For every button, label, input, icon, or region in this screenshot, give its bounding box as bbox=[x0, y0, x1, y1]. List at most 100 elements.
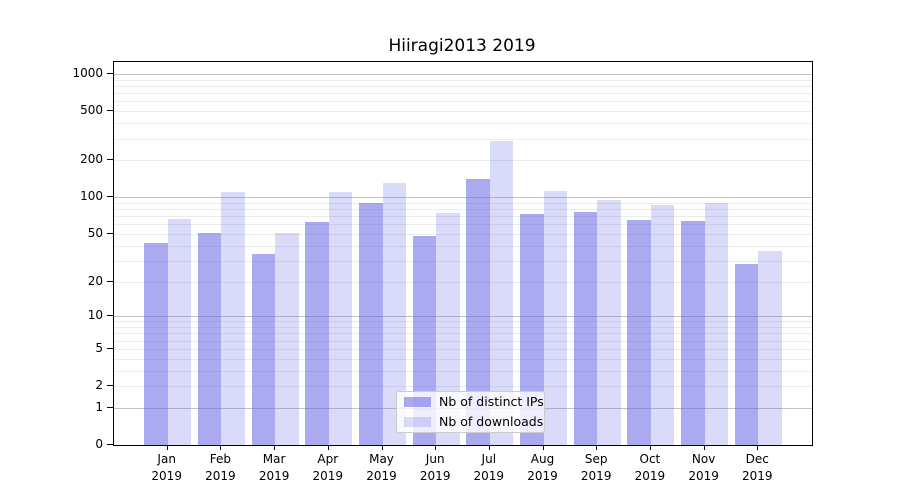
x-tick-mark bbox=[596, 445, 598, 450]
legend-row-downloads: Nb of downloads bbox=[404, 412, 544, 432]
gridline-minor bbox=[114, 160, 812, 162]
bar-nb-of-distinct-ips-mar-2019 bbox=[251, 254, 276, 445]
bar-nb-of-downloads-may-2019 bbox=[382, 183, 406, 445]
x-tick-label: Oct 2019 bbox=[634, 452, 666, 483]
x-tick-label: Sep 2019 bbox=[580, 452, 612, 483]
gridline-minor bbox=[114, 85, 812, 87]
y-tick-label: 5 bbox=[95, 340, 103, 355]
gridline-minor bbox=[114, 123, 812, 125]
gridline-minor bbox=[114, 340, 812, 342]
bar-nb-of-downloads-feb-2019 bbox=[221, 192, 245, 445]
gridline-minor bbox=[114, 216, 812, 218]
bar-nb-of-distinct-ips-jan-2019 bbox=[144, 243, 168, 445]
x-tick-mark bbox=[542, 445, 544, 450]
gridline-minor bbox=[114, 370, 812, 372]
gridline-minor bbox=[114, 245, 812, 247]
gridline-minor bbox=[114, 321, 812, 323]
x-tick-mark bbox=[435, 445, 437, 450]
bar-nb-of-distinct-ips-aug-2019 bbox=[520, 213, 544, 445]
bar-nb-of-downloads-sep-2019 bbox=[597, 200, 621, 445]
y-tick-label: 500 bbox=[80, 103, 103, 118]
y-tick-mark bbox=[107, 315, 113, 317]
bar-nb-of-downloads-apr-2019 bbox=[328, 192, 353, 445]
x-tick-mark bbox=[327, 445, 329, 450]
x-tick-label: Nov 2019 bbox=[688, 452, 719, 483]
bar-nb-of-distinct-ips-nov-2019 bbox=[681, 220, 705, 445]
gridline-minor bbox=[114, 281, 812, 283]
y-tick-mark bbox=[107, 444, 113, 445]
x-tick-label: May 2019 bbox=[366, 452, 397, 483]
gridline-minor bbox=[114, 260, 812, 262]
y-tick-mark bbox=[107, 347, 113, 349]
x-tick-mark bbox=[757, 445, 759, 450]
legend-swatch-downloads bbox=[404, 417, 431, 427]
bar-nb-of-distinct-ips-sep-2019 bbox=[573, 211, 598, 445]
legend-label-distinct-ips: Nb of distinct IPs bbox=[439, 394, 544, 409]
y-tick-label: 50 bbox=[87, 225, 103, 240]
gridline-minor bbox=[114, 111, 812, 113]
bar-nb-of-downloads-aug-2019 bbox=[543, 190, 567, 445]
x-tick-mark bbox=[649, 445, 651, 450]
gridline-major bbox=[114, 74, 812, 75]
bar-nb-of-downloads-dec-2019 bbox=[758, 251, 782, 445]
x-tick-label: Aug 2019 bbox=[527, 452, 558, 483]
y-tick-label: 10 bbox=[87, 308, 103, 323]
legend-row-distinct-ips: Nb of distinct IPs bbox=[404, 392, 544, 412]
legend: Nb of distinct IPs Nb of downloads bbox=[396, 391, 545, 433]
gridline-minor bbox=[114, 209, 812, 210]
gridline-minor bbox=[114, 101, 812, 103]
chart-title: Hiiragi2013 2019 bbox=[388, 36, 536, 56]
y-tick-label: 200 bbox=[80, 152, 103, 167]
x-tick-label: Apr 2019 bbox=[312, 452, 344, 483]
y-tick-label: 20 bbox=[87, 273, 103, 288]
x-tick-mark bbox=[381, 445, 383, 450]
y-tick-label: 1 bbox=[95, 399, 103, 414]
bar-nb-of-downloads-mar-2019 bbox=[275, 232, 299, 445]
x-tick-label: Dec 2019 bbox=[742, 452, 773, 483]
gridline-minor bbox=[114, 224, 812, 226]
x-tick-label: Jun 2019 bbox=[419, 452, 451, 483]
y-tick-mark bbox=[107, 159, 113, 161]
bar-nb-of-distinct-ips-oct-2019 bbox=[627, 220, 651, 445]
bar-nb-of-downloads-jul-2019 bbox=[489, 141, 514, 445]
bar-nb-of-downloads-nov-2019 bbox=[704, 202, 729, 445]
gridline-minor bbox=[114, 79, 812, 81]
y-tick-mark bbox=[107, 232, 113, 234]
y-tick-mark bbox=[107, 110, 113, 112]
gridline-minor bbox=[114, 233, 812, 235]
gridline-minor bbox=[114, 93, 812, 95]
y-tick-label: 100 bbox=[80, 189, 103, 204]
bar-nb-of-distinct-ips-apr-2019 bbox=[305, 221, 329, 445]
gridline-major bbox=[114, 197, 812, 199]
gridline-minor bbox=[114, 386, 812, 387]
x-tick-mark bbox=[703, 445, 705, 450]
y-tick-mark bbox=[107, 385, 113, 386]
bar-nb-of-downloads-jun-2019 bbox=[436, 213, 460, 445]
plot-area bbox=[113, 61, 813, 446]
y-tick-label: 1000 bbox=[72, 66, 103, 80]
y-tick-label: 0 bbox=[95, 437, 103, 451]
legend-label-downloads: Nb of downloads bbox=[439, 414, 544, 429]
x-tick-label: Mar 2019 bbox=[258, 452, 290, 483]
bar-nb-of-downloads-jan-2019 bbox=[167, 219, 192, 445]
y-tick-mark bbox=[107, 73, 113, 74]
gridline-minor bbox=[114, 348, 812, 350]
y-tick-mark bbox=[107, 280, 113, 282]
gridline-minor bbox=[114, 333, 812, 335]
x-tick-label: Jul 2019 bbox=[473, 452, 505, 483]
x-tick-mark bbox=[274, 445, 276, 450]
gridline-minor bbox=[114, 138, 812, 140]
gridline-minor bbox=[114, 202, 812, 204]
bar-nb-of-distinct-ips-feb-2019 bbox=[197, 232, 222, 445]
bar-nb-of-downloads-oct-2019 bbox=[650, 205, 675, 445]
x-tick-label: Feb 2019 bbox=[205, 452, 236, 483]
y-tick-mark bbox=[107, 406, 113, 408]
bar-nb-of-distinct-ips-jul-2019 bbox=[466, 179, 490, 445]
x-tick-mark bbox=[488, 445, 490, 450]
x-tick-mark bbox=[166, 445, 168, 450]
gridline-major bbox=[114, 316, 812, 318]
gridline-minor bbox=[114, 327, 812, 328]
bar-nb-of-distinct-ips-may-2019 bbox=[359, 202, 383, 445]
x-tick-mark bbox=[220, 445, 222, 450]
